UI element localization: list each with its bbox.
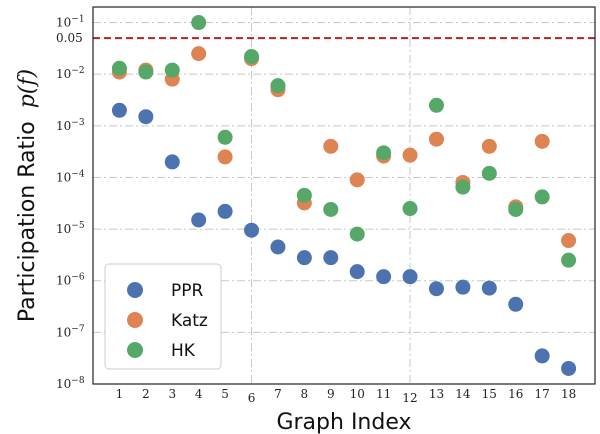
x-tick-label: 7 [274, 387, 282, 401]
y-axis-title: Participation Ratio p(f) [15, 69, 40, 322]
legend-label: Katz [171, 311, 208, 331]
point-ppr [561, 360, 577, 376]
point-ppr [402, 269, 418, 285]
point-hk [349, 226, 365, 242]
point-hk [191, 15, 207, 31]
data-points [111, 15, 577, 376]
x-tick-label: 12 [402, 391, 417, 405]
point-ppr [376, 269, 392, 285]
point-hk [402, 201, 418, 217]
legend-marker [127, 342, 143, 358]
y-tick-label: 10−6 [56, 273, 85, 288]
point-katz [217, 149, 233, 165]
x-tick-label: 10 [350, 387, 365, 401]
x-tick-label: 13 [429, 387, 444, 401]
x-tick-labels: 1 2 3 4 5 6 7 8 9 10 11 12 13 14 15 16 17 18 [116, 387, 577, 405]
point-ppr [191, 212, 207, 228]
point-ppr [349, 264, 365, 280]
x-tick-label: 6 [248, 391, 256, 405]
x-tick-label: 16 [508, 387, 523, 401]
point-ppr [428, 281, 444, 297]
point-katz [481, 138, 497, 154]
point-hk [428, 97, 444, 113]
x-tick-label: 5 [221, 387, 229, 401]
x-tick-label: 3 [168, 387, 176, 401]
x-tick-label: 17 [535, 387, 550, 401]
point-ppr [217, 203, 233, 219]
point-hk [508, 201, 524, 217]
point-katz [534, 133, 550, 149]
point-katz [323, 138, 339, 154]
point-ppr [508, 296, 524, 312]
point-hk [323, 201, 339, 217]
point-hk [561, 252, 577, 268]
y-tick-label: 10−4 [56, 169, 85, 184]
legend-marker [127, 312, 143, 328]
point-ppr [534, 348, 550, 364]
x-tick-label: 11 [376, 387, 391, 401]
point-ppr [481, 280, 497, 296]
y-tick-label: 10−7 [56, 324, 85, 339]
point-hk [376, 145, 392, 161]
plot-frame [92, 6, 596, 385]
y-axis-title-text: Participation Ratio [15, 121, 40, 322]
y-axis-title-math: p(f) [15, 69, 40, 108]
x-tick-label: 1 [116, 387, 124, 401]
point-hk [270, 78, 286, 94]
x-tick-label: 4 [195, 387, 203, 401]
legend-marker [127, 282, 143, 298]
legend: PPR Katz HK [104, 263, 222, 370]
point-hk [138, 64, 154, 80]
x-tick-label: 9 [327, 387, 335, 401]
x-tick-label: 2 [142, 387, 150, 401]
x-axis-title: Graph Index [276, 410, 411, 434]
x-tick-label: 14 [455, 387, 471, 401]
x-tick-label: 8 [301, 387, 309, 401]
point-katz [561, 233, 577, 249]
point-ppr [296, 250, 312, 266]
y-tick-label: 10−8 [56, 376, 85, 391]
y-tick-label: 0.05 [56, 31, 83, 45]
y-tick-label: 10−1 [56, 15, 85, 30]
point-ppr [270, 239, 286, 255]
point-katz [191, 46, 207, 62]
point-ppr [455, 279, 471, 295]
point-hk [164, 62, 180, 78]
point-hk [481, 165, 497, 181]
point-hk [534, 189, 550, 205]
point-hk [244, 48, 260, 64]
point-ppr [138, 109, 154, 125]
point-katz [349, 172, 365, 188]
x-tick-label: 15 [482, 387, 497, 401]
point-ppr [111, 102, 127, 118]
point-ppr [244, 222, 260, 238]
y-tick-label: 10−2 [56, 66, 85, 81]
legend-label: HK [171, 341, 196, 361]
point-ppr [323, 250, 339, 266]
point-katz [402, 147, 418, 163]
point-katz [428, 131, 444, 147]
x-tick-label: 18 [561, 387, 576, 401]
y-tick-label: 10−5 [56, 221, 85, 236]
point-ppr [164, 154, 180, 170]
point-hk [455, 179, 471, 195]
point-hk [296, 187, 312, 203]
y-tick-label: 10−3 [56, 118, 85, 133]
legend-label: PPR [171, 281, 204, 301]
svg-text:Participation Ratio p(f): Participation Ratio p(f) [15, 69, 40, 322]
point-hk [111, 60, 127, 76]
point-hk [217, 129, 233, 145]
